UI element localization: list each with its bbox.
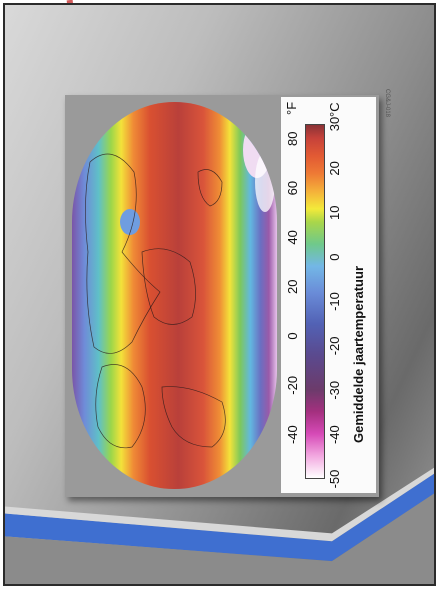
- celsius-tick-label: -20: [327, 336, 342, 356]
- fahrenheit-unit: °F: [284, 101, 299, 115]
- image-stamp: CG&J-018: [384, 89, 390, 118]
- fahrenheit-tick-label: -40: [285, 425, 300, 445]
- fahrenheit-scale: -40 -20 0 20 40 60 80: [285, 109, 305, 479]
- temperature-legend: -40 -20 0 20 40 60 80 °F -50 -40 -30 -20 -10 0 10 20 3…: [281, 97, 376, 493]
- celsius-tick-label: -30: [327, 380, 342, 400]
- fahrenheit-tick-label: 80: [285, 131, 300, 147]
- celsius-tick-label: 10: [327, 205, 342, 220]
- americas-coastline: [95, 364, 146, 449]
- celsius-tick-label: -50: [327, 469, 342, 489]
- celsius-tick-label: -40: [327, 425, 342, 445]
- floor-edge-highlight: [5, 467, 434, 542]
- floor-shadow: [5, 493, 434, 584]
- room-background: [5, 467, 434, 584]
- celsius-tick-label: 30: [327, 116, 342, 132]
- scanned-page: -40 -20 0 20 40 60 80 °F -50 -40 -30 -20 -10 0 10 20 3…: [3, 3, 436, 586]
- temperature-color-bar: [305, 124, 325, 479]
- fahrenheit-tick-label: 20: [285, 279, 300, 294]
- celsius-tick-label: 20: [327, 161, 342, 176]
- world-temperature-map: [72, 102, 277, 489]
- celsius-tick-label: 0: [327, 253, 342, 261]
- fahrenheit-tick-label: 0: [285, 332, 300, 340]
- celsius-scale: -50 -40 -30 -20 -10 0 10 20 30: [327, 109, 347, 489]
- celsius-unit: °C: [327, 102, 342, 117]
- legend-title: Gemiddelde jaartemperatuur: [351, 266, 366, 443]
- fahrenheit-tick-label: 60: [285, 180, 300, 196]
- blue-floor-stripe: [5, 473, 434, 562]
- south-america-coastline: [161, 386, 226, 448]
- fahrenheit-tick-label: -20: [285, 375, 300, 395]
- australia-coastline: [197, 169, 223, 207]
- tibet-cold-region: [120, 209, 140, 235]
- celsius-tick-label: -10: [327, 292, 342, 311]
- africa-coastline: [141, 248, 196, 325]
- fahrenheit-tick-label: 40: [285, 230, 300, 245]
- eurasia-coastline: [85, 153, 161, 354]
